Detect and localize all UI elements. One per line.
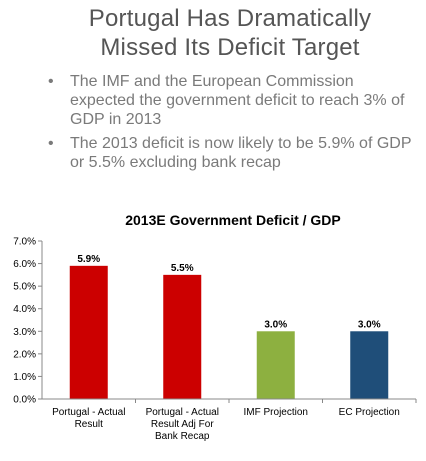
y-tick-label: 0.0% [13, 395, 36, 406]
bar [163, 274, 202, 399]
bullet-text: The 2013 deficit is now likely to be 5.9… [70, 135, 412, 171]
data-label-group: 5.9% 5.5% 3.0% 3.0% [77, 254, 380, 330]
y-tick-label: 1.0% [13, 372, 36, 383]
data-label: 5.9% [77, 254, 100, 265]
bullet-item: • The 2013 deficit is now likely to be 5… [46, 134, 422, 172]
x-category-label: Bank Recap [155, 431, 210, 442]
bullet-item: • The IMF and the European Commission ex… [46, 72, 422, 129]
data-label: 3.0% [264, 319, 287, 330]
x-category-label: Result Adj For [151, 419, 214, 430]
y-tick-label: 3.0% [13, 327, 36, 338]
slide-title: Portugal Has Dramatically Missed Its Def… [40, 4, 420, 62]
bullet-list: • The IMF and the European Commission ex… [46, 72, 422, 177]
y-tick-label: 5.0% [13, 282, 36, 293]
bar-group [69, 265, 389, 399]
bar [256, 331, 295, 399]
y-tick-label: 6.0% [13, 259, 36, 270]
x-category-label: Portugal - Actual [52, 407, 125, 418]
slide-title-line-2: Missed Its Deficit Target [100, 34, 360, 61]
y-axis-ticks: 0.0% 1.0% 2.0% 3.0% 4.0% 5.0% 6.0% 7.0% [13, 237, 42, 406]
data-label: 5.5% [171, 263, 194, 274]
x-category-label: EC Projection [339, 407, 400, 418]
chart-title: 2013E Government Deficit / GDP [125, 212, 341, 228]
bullet-dot-icon: • [48, 73, 54, 90]
bullet-dot-icon: • [48, 135, 54, 152]
x-category-label: Result [75, 419, 104, 430]
y-tick-label: 4.0% [13, 304, 36, 315]
x-category-label: IMF Projection [244, 407, 308, 418]
bar [350, 331, 389, 399]
slide-title-line-1: Portugal Has Dramatically [88, 5, 372, 32]
bar [69, 265, 108, 399]
x-category-label: Portugal - Actual [146, 407, 219, 418]
data-label: 3.0% [358, 319, 381, 330]
bullet-text: The IMF and the European Commission expe… [70, 73, 405, 128]
y-tick-label: 7.0% [13, 237, 36, 248]
y-tick-label: 2.0% [13, 349, 36, 360]
